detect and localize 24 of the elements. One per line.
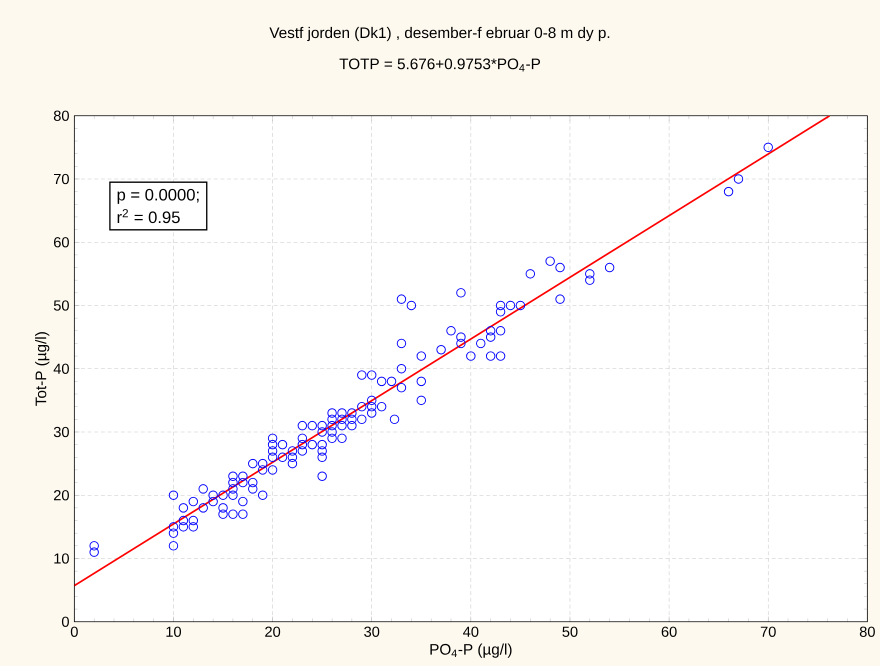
x-tick-label: 80 [860,626,875,637]
x-tick-label: 10 [166,626,182,637]
y-tick-label: 50 [54,300,69,311]
annotation: p = 0.0000; [118,188,199,204]
y-tick-label: 40 [54,364,69,374]
x-axis-title: PO$_{4}$-P (µg/l) [430,644,512,658]
x-tick-label: 40 [463,626,478,637]
y-tick-label: 0 [62,616,69,627]
y-tick-label: 60 [54,237,69,248]
x-tick-label: 30 [364,626,380,637]
chart-title: Vestf jorden (Dk1) , desember-f ebruar 0-8 m dy p. [269,26,610,42]
x-tick-label: 50 [562,626,578,637]
y-tick-label: 30 [54,426,69,438]
x-tick-label: 0 [70,626,78,637]
y-tick-label: 10 [54,553,69,564]
y-tick-label: 20 [54,490,69,500]
x-tick-label: 60 [662,626,677,637]
x-tick-label: 20 [265,626,280,637]
y-axis-title: Tot-P (µg/l) [35,332,50,406]
y-tick-label: 80 [54,110,69,121]
x-tick-label: 70 [760,626,776,637]
annotation: r$^{2}$ = 0.95 [118,209,180,224]
chart-subtitle: TOTP = 5.676+0.9753*PO$_{4}$-P [340,58,540,72]
y-tick-label: 70 [54,174,69,184]
